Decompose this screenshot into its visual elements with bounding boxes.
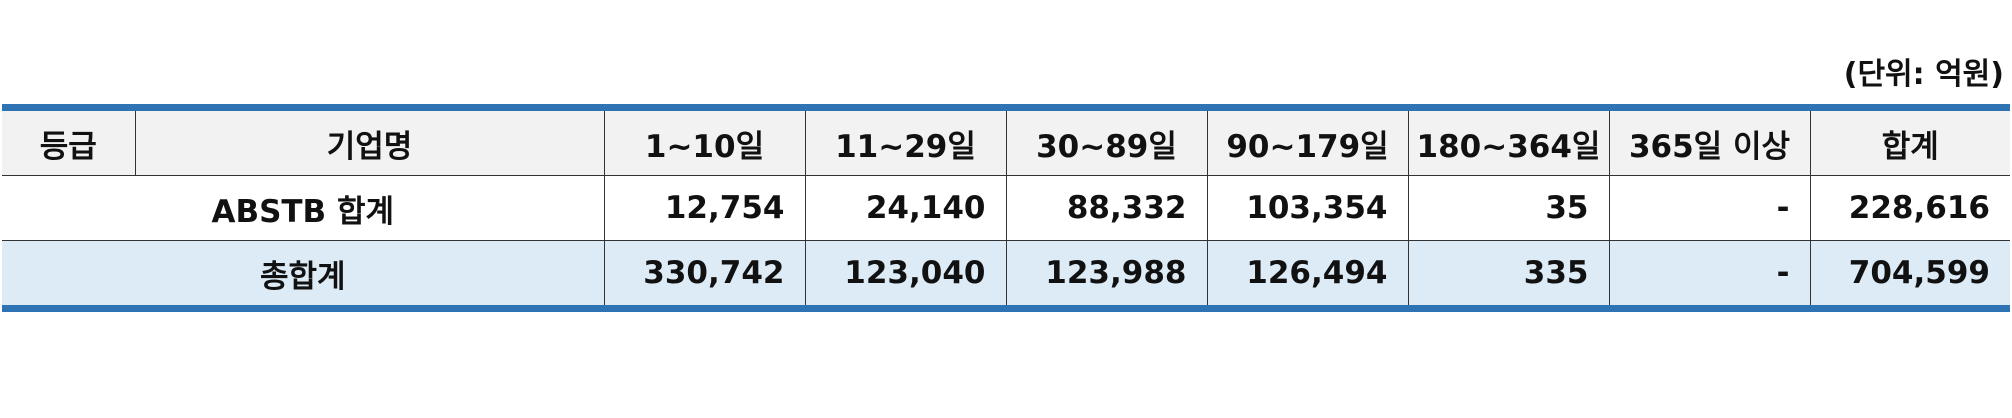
header-1-10-days: 1~10일 [603, 107, 806, 176]
row-label: ABSTB 합계 [2, 175, 605, 241]
row-label: 총합계 [2, 240, 605, 309]
table-cell: 123,988 [1005, 240, 1208, 309]
header-total: 합계 [1809, 107, 2010, 176]
header-90-179-days: 90~179일 [1206, 107, 1409, 176]
header-row: 등급 기업명 1~10일 11~29일 30~89일 90~179일 180~3… [2, 107, 2010, 176]
unit-note: (단위: 억원) [1843, 57, 2004, 92]
table-cell: 35 [1407, 175, 1610, 241]
table-cell: 123,040 [804, 240, 1007, 309]
table-cell: 335 [1407, 240, 1610, 309]
table-cell: 330,742 [603, 240, 806, 309]
header-365-plus-days: 365일 이상 [1608, 107, 1811, 176]
table-row: ABSTB 합계 12,754 24,140 88,332 103,354 35… [2, 175, 2010, 241]
table-cell: 24,140 [804, 175, 1007, 241]
table-cell: 88,332 [1005, 175, 1208, 241]
table-row: 총합계 330,742 123,040 123,988 126,494 335 … [2, 240, 2010, 309]
table-cell: - [1608, 240, 1811, 309]
header-grade: 등급 [2, 107, 136, 176]
header-11-29-days: 11~29일 [804, 107, 1007, 176]
table-cell: 103,354 [1206, 175, 1409, 241]
table-cell: 12,754 [603, 175, 806, 241]
header-30-89-days: 30~89일 [1005, 107, 1208, 176]
header-180-364-days: 180~364일 [1407, 107, 1610, 176]
table-cell: 228,616 [1809, 175, 2010, 241]
header-company: 기업명 [134, 107, 605, 176]
table-cell: 126,494 [1206, 240, 1409, 309]
table-cell: - [1608, 175, 1811, 241]
table-cell: 704,599 [1809, 240, 2010, 309]
maturity-table: 등급 기업명 1~10일 11~29일 30~89일 90~179일 180~3… [2, 104, 2010, 312]
